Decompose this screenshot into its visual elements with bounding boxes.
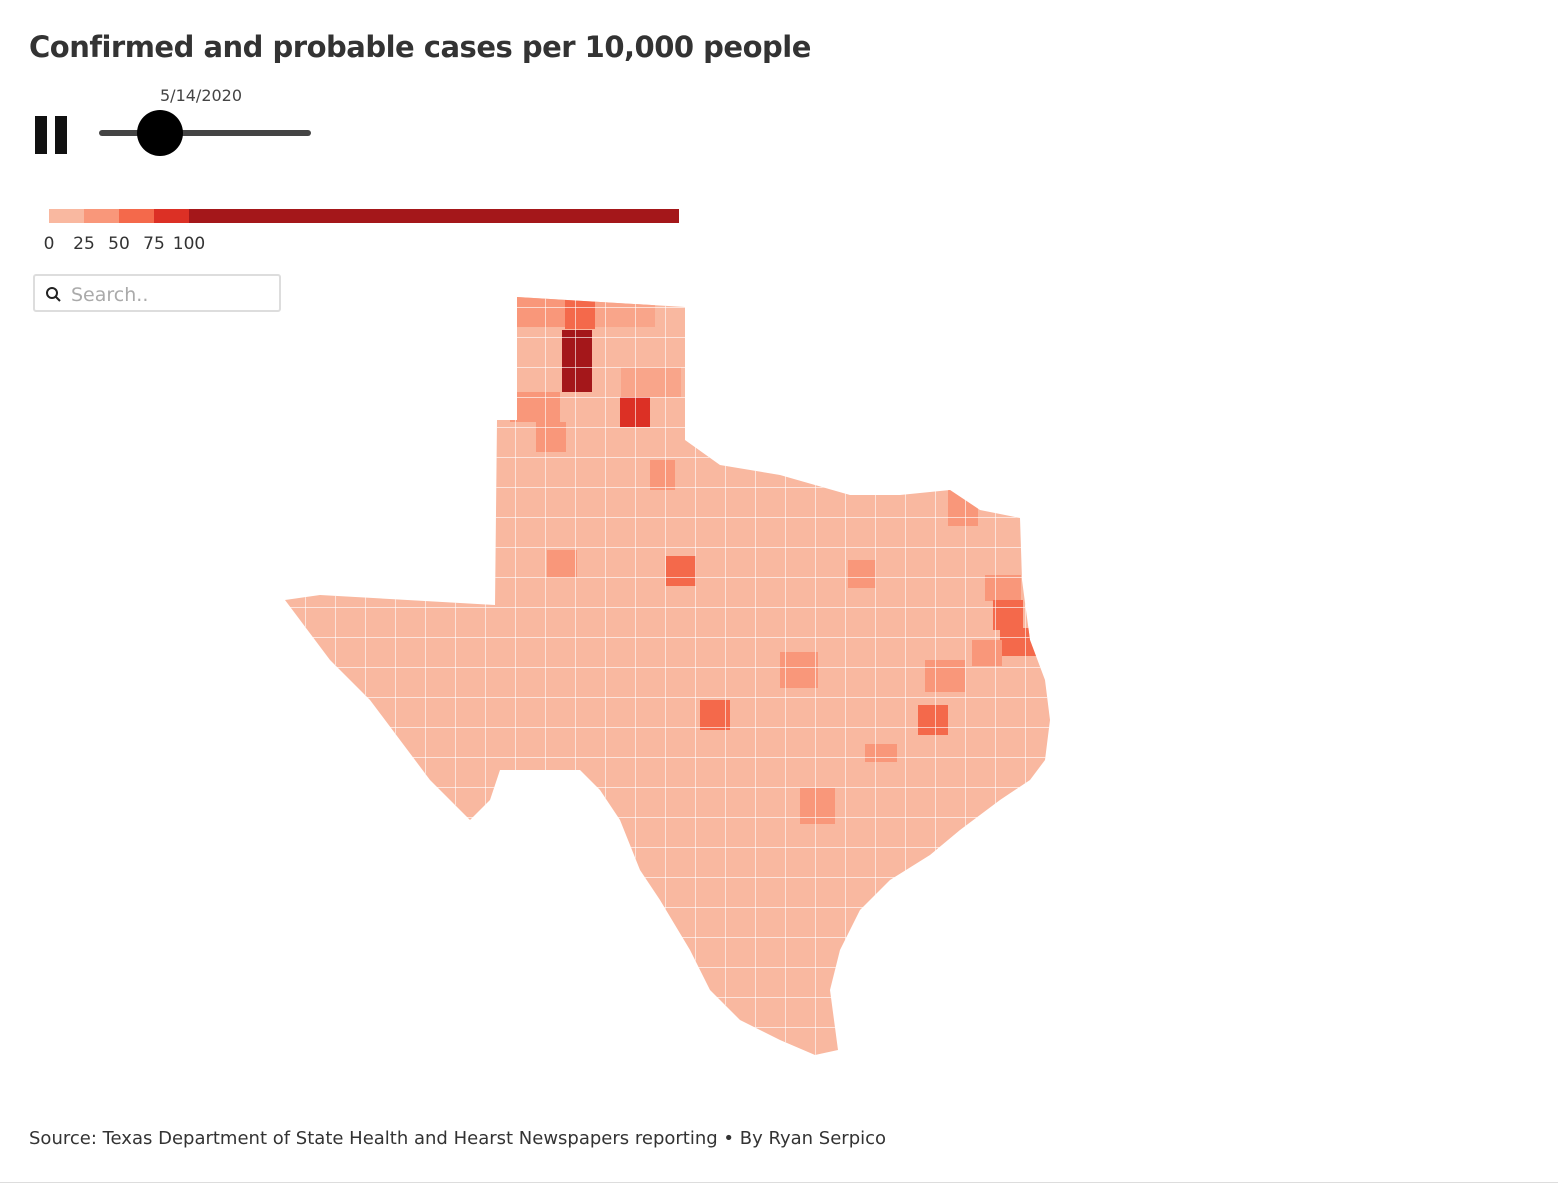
search-placeholder: Search.. — [71, 284, 149, 306]
legend-tick-label: 100 — [173, 234, 205, 254]
legend-swatch — [189, 209, 679, 223]
title: Confirmed and probable cases per 10,000 … — [29, 30, 811, 64]
legend-tick-label: 50 — [108, 234, 130, 254]
pause-button[interactable] — [35, 116, 67, 154]
legend-swatch — [49, 209, 84, 223]
slider-date: 5/14/2020 — [160, 86, 243, 105]
legend-tick-label: 0 — [44, 234, 55, 254]
legend-swatch — [84, 209, 119, 223]
bottom-rule — [0, 1182, 1558, 1183]
legend-swatch — [119, 209, 154, 223]
date-slider[interactable] — [99, 110, 311, 156]
legend-swatch — [154, 209, 189, 223]
legend-tick-label: 25 — [73, 234, 95, 254]
search-icon — [46, 287, 61, 302]
texas-map — [285, 297, 1050, 1055]
search-box[interactable]: Search.. — [33, 274, 281, 312]
legend-tick-label: 75 — [143, 234, 165, 254]
legend: 0 25 50 75 100 — [44, 209, 679, 254]
source: Source: Texas Department of State Health… — [29, 1128, 887, 1149]
